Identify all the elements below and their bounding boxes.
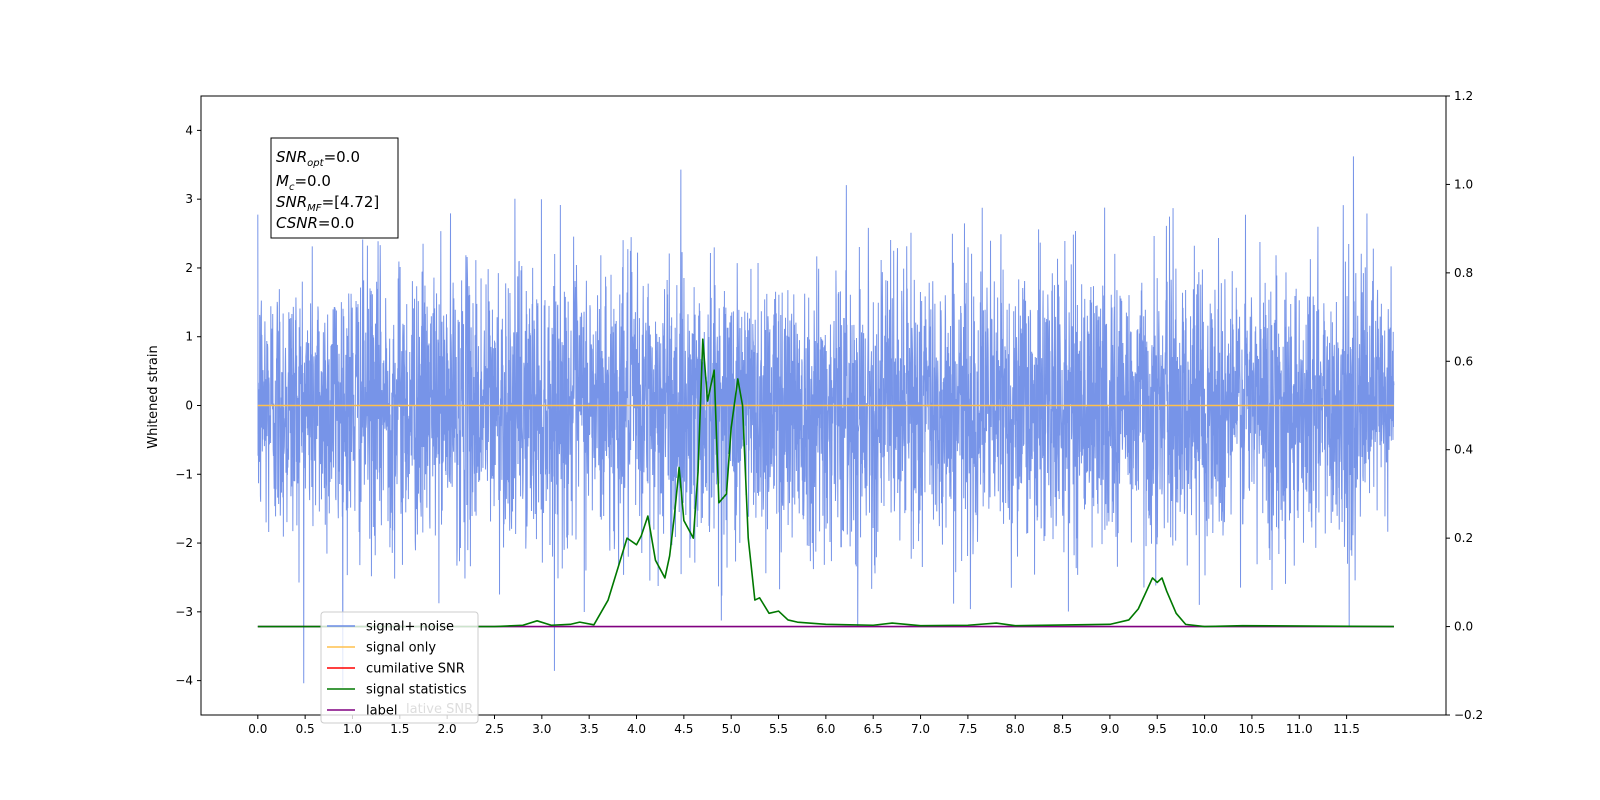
annotation-mc-sub: c: [289, 182, 295, 193]
y-tick-label: −2: [175, 536, 193, 550]
annotation-mc: Mc=0.0: [276, 172, 331, 193]
x-tick-label: 3.5: [580, 722, 599, 736]
annotation-snr-opt-value: =0.0: [324, 148, 360, 166]
x-tick-label: 11.5: [1333, 722, 1360, 736]
y-tick-label: −3: [175, 605, 193, 619]
annotation-mc-base: M: [276, 172, 289, 190]
annotation-snr-mf-value: =[4.72]: [322, 193, 380, 211]
x-tick-label: 2.0: [438, 722, 457, 736]
x-tick-label: 2.5: [485, 722, 504, 736]
x-tick-label: 10.5: [1239, 722, 1266, 736]
annotation-snr-mf-sub: MF: [307, 203, 322, 214]
annotation-snr-opt-base: SNR: [276, 148, 307, 166]
legend-items: signal+ noise signal only cumilative SNR si…: [327, 620, 467, 719]
y-tick-label: 1: [185, 330, 193, 344]
legend-label: signal only: [366, 641, 436, 656]
x-tick-label: 5.0: [722, 722, 741, 736]
annotation-snr-opt: SNRopt=0.0: [276, 148, 360, 169]
y2-tick-label: 0.4: [1454, 443, 1473, 457]
y2-axis-ticks: −0.2 0.0 0.2 0.4 0.6 0.8 1.0 1.2: [1446, 89, 1483, 722]
x-tick-label: 5.5: [769, 722, 788, 736]
legend-label: signal statistics: [366, 683, 467, 698]
legend-label: label: [366, 704, 397, 719]
legend-label: cumilative SNR: [366, 662, 465, 677]
annotation-mc-value: =0.0: [294, 172, 330, 190]
x-tick-label: 1.0: [343, 722, 362, 736]
y2-tick-label: 1.2: [1454, 89, 1473, 103]
y-tick-label: 4: [185, 123, 193, 137]
x-tick-label: 8.5: [1053, 722, 1072, 736]
x-tick-label: 3.0: [532, 722, 551, 736]
series-signal-statistics: [257, 338, 1394, 628]
y-tick-label: −1: [175, 467, 193, 481]
legend-ghost-text: lative SNR: [406, 702, 473, 717]
x-tick-label: 6.0: [816, 722, 835, 736]
y2-tick-label: 0.2: [1454, 531, 1473, 545]
x-tick-label: 10.0: [1191, 722, 1218, 736]
y-tick-label: 0: [185, 399, 193, 413]
x-tick-label: 1.5: [390, 722, 409, 736]
x-tick-label: 11.0: [1286, 722, 1313, 736]
y2-tick-label: 0.8: [1454, 266, 1473, 280]
x-tick-label: 4.0: [627, 722, 646, 736]
x-tick-label: 6.5: [864, 722, 883, 736]
y2-tick-label: 0.6: [1454, 354, 1473, 368]
annotation-box: SNRopt=0.0 Mc=0.0 SNRMF=[4.72] CSNR=0.0: [270, 137, 399, 239]
x-axis-ticks: 0.0 0.5 1.0 1.5 2.0 2.5 3.0 3.5 4.0 4.5 5.0 5.5 6.0 6…: [248, 715, 1360, 736]
y-tick-label: 2: [185, 261, 193, 275]
annotation-snr-opt-sub: opt: [307, 158, 324, 169]
y-tick-label: 3: [185, 192, 193, 206]
y-axis-ticks: −4 −3 −2 −1 0 1 2 3 4: [175, 123, 201, 688]
x-tick-label: 7.5: [958, 722, 977, 736]
x-tick-label: 9.5: [1148, 722, 1167, 736]
series-signal-noise: [257, 156, 1395, 688]
x-tick-label: 0.0: [248, 722, 267, 736]
annotation-snr-mf: SNRMF=[4.72]: [276, 193, 379, 214]
y-axis-label: Whitened strain: [146, 345, 161, 448]
x-tick-label: 8.0: [1006, 722, 1025, 736]
y-tick-label: −4: [175, 674, 193, 688]
annotation-frame: [270, 137, 399, 239]
y2-tick-label: −0.2: [1454, 708, 1483, 722]
legend-label: signal+ noise: [366, 620, 454, 635]
x-tick-label: 7.0: [911, 722, 930, 736]
legend: signal+ noise signal only cumilative SNR si…: [320, 611, 479, 724]
annotation-csnr-base: CSNR: [276, 214, 318, 232]
annotation-csnr-value: =0.0: [318, 214, 354, 232]
x-tick-label: 0.5: [296, 722, 315, 736]
legend-frame: [320, 611, 479, 724]
y2-tick-label: 1.0: [1454, 177, 1473, 191]
series-line-signal-statistics: [257, 338, 1394, 628]
y2-tick-label: 0.0: [1454, 620, 1473, 634]
annotation-snr-mf-base: SNR: [276, 193, 307, 211]
x-tick-label: 4.5: [674, 722, 693, 736]
annotation-csnr: CSNR=0.0: [276, 214, 354, 232]
series-line-signal-noise: [257, 156, 1395, 688]
x-tick-label: 9.0: [1100, 722, 1119, 736]
